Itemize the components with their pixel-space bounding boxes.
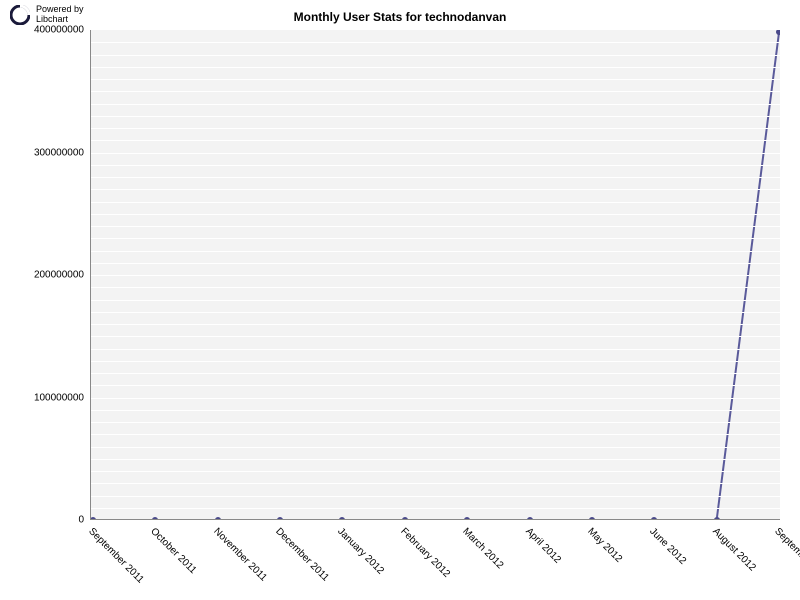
gridline <box>91 300 780 301</box>
x-tick-label: March 2012 <box>460 526 505 571</box>
gridline <box>91 312 780 313</box>
gridline <box>91 410 780 411</box>
gridline <box>91 508 780 509</box>
gridline <box>91 349 780 350</box>
data-point <box>651 517 657 520</box>
gridline <box>91 238 780 239</box>
gridline <box>91 177 780 178</box>
gridline <box>91 263 780 264</box>
gridline <box>91 67 780 68</box>
gridline <box>91 287 780 288</box>
gridline <box>91 104 780 105</box>
gridline <box>91 483 780 484</box>
x-tick-label: February 2012 <box>398 526 452 580</box>
y-tick-label: 400000000 <box>0 25 84 36</box>
gridline <box>91 202 780 203</box>
gridline <box>91 189 780 190</box>
data-point <box>464 517 470 520</box>
gridline <box>91 153 780 154</box>
x-tick-label: September 2012 <box>772 526 800 586</box>
data-point <box>402 517 408 520</box>
y-tick-label: 300000000 <box>0 147 84 158</box>
gridline <box>91 447 780 448</box>
y-tick-label: 100000000 <box>0 392 84 403</box>
gridline <box>91 214 780 215</box>
data-point <box>776 30 780 35</box>
gridline <box>91 42 780 43</box>
x-tick-label: November 2011 <box>211 526 269 584</box>
gridline <box>91 459 780 460</box>
gridline <box>91 275 780 276</box>
gridline <box>91 336 780 337</box>
data-point <box>527 517 533 520</box>
x-tick-label: December 2011 <box>273 526 331 584</box>
gridline <box>91 116 780 117</box>
gridline <box>91 324 780 325</box>
gridline <box>91 165 780 166</box>
x-tick-label: January 2012 <box>336 526 387 577</box>
gridline <box>91 79 780 80</box>
gridline <box>91 128 780 129</box>
data-point <box>589 517 595 520</box>
gridline <box>91 361 780 362</box>
data-point <box>714 517 720 520</box>
gridline <box>91 471 780 472</box>
x-tick-label: September 2011 <box>86 526 146 586</box>
x-tick-label: October 2011 <box>149 526 199 576</box>
gridline <box>91 373 780 374</box>
x-tick-label: May 2012 <box>585 526 624 565</box>
gridline <box>91 422 780 423</box>
data-point <box>339 517 345 520</box>
chart-container: 0100000000200000000300000000400000000Sep… <box>0 30 800 600</box>
gridline <box>91 496 780 497</box>
x-tick-label: April 2012 <box>523 526 563 566</box>
gridline <box>91 226 780 227</box>
gridline <box>91 55 780 56</box>
x-tick-label: June 2012 <box>647 526 688 567</box>
gridline <box>91 140 780 141</box>
y-tick-label: 0 <box>0 515 84 526</box>
gridline <box>91 398 780 399</box>
gridline <box>91 434 780 435</box>
chart-title: Monthly User Stats for technodanvan <box>0 10 800 24</box>
y-tick-label: 200000000 <box>0 270 84 281</box>
plot-area <box>90 30 780 520</box>
gridline <box>91 251 780 252</box>
data-point <box>152 517 158 520</box>
gridline <box>91 91 780 92</box>
data-point <box>215 517 221 520</box>
data-point <box>90 517 96 520</box>
data-point <box>277 517 283 520</box>
gridline <box>91 385 780 386</box>
x-tick-label: August 2012 <box>710 526 757 573</box>
